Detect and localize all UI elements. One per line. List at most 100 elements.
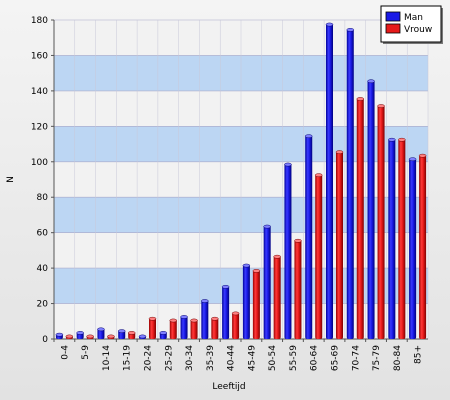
bar-body (263, 225, 271, 339)
plot-background (53, 19, 429, 340)
bar-man-30-34 (180, 315, 188, 339)
x-tick-label: 0-4 (60, 345, 70, 360)
bar-body (409, 158, 417, 339)
legend-label-man: Man (404, 13, 423, 23)
bar-vrouw-45-49 (252, 269, 261, 339)
bar-cap (356, 97, 365, 101)
x-tick-label: 65-69 (331, 345, 341, 371)
bar-cap (201, 299, 209, 303)
bar-cap (148, 316, 157, 321)
x-tick-label: 30-34 (185, 345, 195, 371)
x-tick-label: 40-44 (227, 345, 237, 371)
bar-body (169, 319, 177, 339)
bar-man-40-44 (221, 284, 230, 339)
bar-man-10-14 (97, 327, 105, 339)
bar-cap (76, 331, 84, 335)
legend-swatch-vrouw (385, 23, 401, 34)
bar-cap (55, 332, 64, 337)
bar-body (356, 97, 364, 339)
x-tick-label: 35-39 (206, 345, 216, 371)
x-tick-label: 45-49 (247, 345, 257, 371)
y-tick-label: 80 (37, 193, 49, 203)
bar-cap (211, 316, 219, 321)
bar-vrouw-80-84 (398, 137, 406, 339)
bar-body (367, 80, 375, 339)
bar-cap (398, 137, 406, 142)
bar-cap (388, 137, 396, 142)
bar-cap (127, 331, 136, 335)
bar-body (149, 317, 156, 339)
bar-cap (190, 318, 198, 323)
bar-body (388, 138, 396, 339)
bar-body (284, 163, 292, 339)
bar-man-25-29 (159, 331, 168, 339)
bar-cap (252, 269, 261, 273)
bar-cap (231, 311, 240, 316)
y-tick-label: 180 (31, 16, 48, 26)
bar-vrouw-55-59 (294, 238, 302, 339)
bar-man-60-64 (304, 134, 313, 339)
bar-body (273, 255, 281, 339)
bar-cap (418, 153, 427, 158)
bar-vrouw-0-4 (65, 334, 74, 339)
x-tick-label: 60-64 (310, 345, 320, 371)
bar-cap (408, 157, 417, 162)
bar-man-75-79 (367, 79, 375, 339)
x-tick-label: 85+ (414, 345, 424, 364)
y-tick-label: 60 (37, 229, 49, 239)
bar-cap (242, 263, 251, 268)
bar-man-45-49 (242, 263, 251, 339)
bar-body (252, 269, 260, 339)
x-tick-label: 15-19 (123, 345, 133, 371)
bar-man-20-24 (138, 334, 147, 339)
bar-vrouw-50-54 (273, 254, 281, 339)
bar-body (377, 105, 385, 339)
y-tick-label: 40 (37, 264, 49, 274)
x-tick-label: 80-84 (393, 345, 403, 371)
bar-man-70-74 (346, 28, 355, 339)
bar-man-55-59 (284, 162, 292, 339)
bar-cap (346, 28, 355, 32)
bar-cap (325, 22, 334, 27)
x-tick-label: 20-24 (144, 345, 154, 371)
bar-cap (335, 150, 344, 154)
bar-body (222, 285, 230, 339)
bar-body (398, 138, 406, 339)
y-tick-label: 140 (31, 87, 48, 97)
y-axis-ticks: 0 20 40 60 80 100 120 140 160 180 (31, 16, 54, 345)
bar-cap (221, 284, 230, 289)
bar-cap (263, 224, 271, 229)
bar-body (242, 264, 250, 339)
bar-cap (65, 334, 74, 339)
bar-vrouw-30-34 (190, 318, 198, 339)
legend-label-vrouw: Vrouw (404, 25, 432, 35)
bar-body (232, 312, 240, 339)
legend: Man Vrouw (380, 5, 443, 44)
bar-man-80-84 (388, 137, 396, 339)
x-tick-label: 25-29 (164, 345, 174, 371)
bar-body (315, 174, 323, 339)
bar-body (305, 135, 313, 339)
bar-man-15-19 (117, 329, 126, 339)
x-tick-label: 75-79 (372, 345, 382, 371)
y-tick-label: 0 (42, 335, 48, 345)
bar-vrouw-10-14 (107, 334, 115, 339)
bar-body (294, 239, 302, 339)
bar-man-35-39 (201, 299, 209, 339)
x-tick-label: 5-9 (81, 345, 91, 360)
bar-cap (86, 334, 94, 339)
bar-body (190, 319, 198, 339)
bar-body (336, 151, 343, 339)
bar-cap (367, 79, 375, 84)
bar-cap (294, 238, 302, 243)
bar-cap (138, 334, 147, 339)
bar-vrouw-25-29 (169, 318, 178, 339)
bar-body (211, 317, 219, 339)
y-tick-label: 20 (37, 300, 49, 310)
x-tick-label: 70-74 (351, 345, 361, 371)
y-tick-label: 160 (31, 51, 48, 61)
bar-cap (314, 173, 323, 178)
bar-vrouw-65-69 (335, 150, 344, 339)
bar-cap (97, 327, 105, 332)
